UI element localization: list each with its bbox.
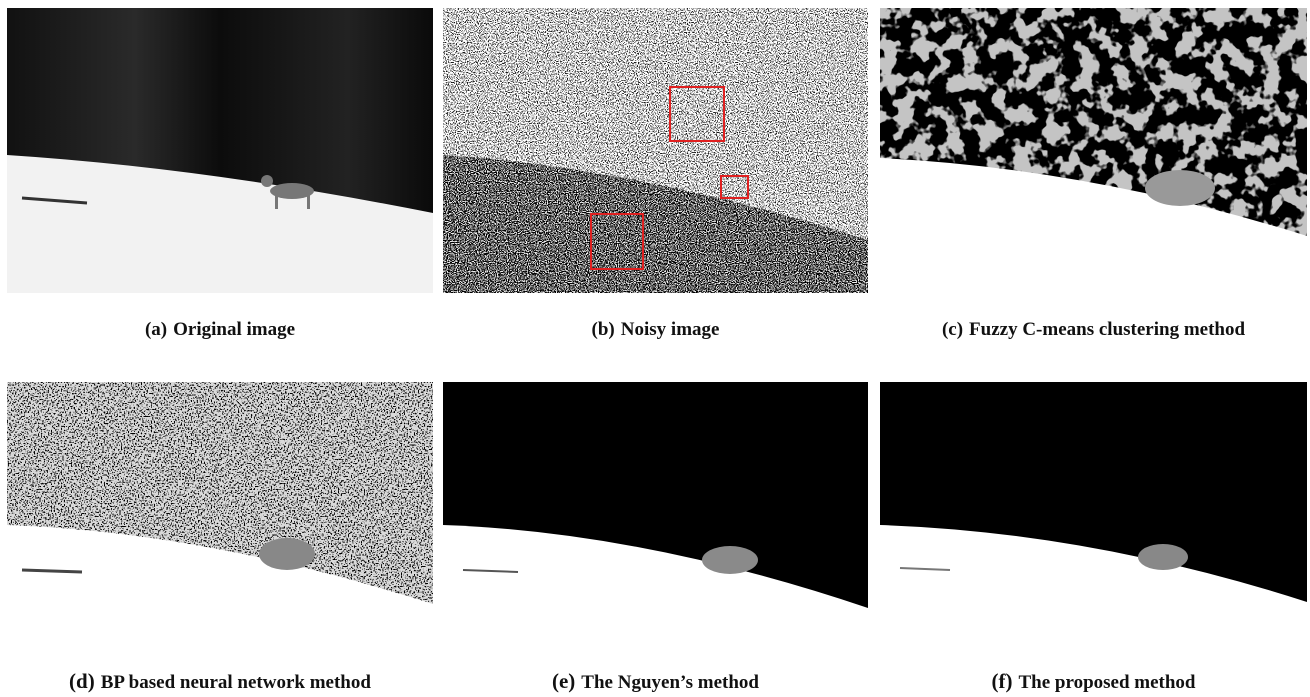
caption: (e) The Nguyen’s method <box>443 669 868 694</box>
caption-text: Noisy image <box>621 319 720 340</box>
fcm-result <box>880 8 1307 293</box>
caption: (d) BP based neural network method <box>7 669 433 694</box>
caption-label: (e) <box>552 669 575 693</box>
original-image <box>7 8 433 293</box>
nguyen-result <box>443 382 868 608</box>
caption-label: (a) <box>145 319 167 340</box>
noisy-image <box>443 8 868 293</box>
caption: (a) Original image <box>7 319 433 341</box>
caption-text: The proposed method <box>1018 672 1195 693</box>
caption-text: The Nguyen’s method <box>581 672 759 693</box>
caption-label: (f) <box>992 669 1013 693</box>
caption: (c) Fuzzy C-means clustering method <box>880 319 1307 341</box>
caption-label: (b) <box>592 319 615 340</box>
caption: (b) Noisy image <box>443 319 868 341</box>
caption: (f)The proposed method <box>880 669 1307 694</box>
caption-text: BP based neural network method <box>101 672 371 693</box>
caption-text: Fuzzy C-means clustering method <box>969 319 1245 340</box>
proposed-result <box>880 382 1307 608</box>
bp-result <box>7 382 433 608</box>
caption-label: (d) <box>69 669 95 693</box>
caption-text: Original image <box>173 319 295 340</box>
figure: (a) Original image (b) Noisy image (c) Fuzz… <box>0 0 1310 697</box>
caption-label: (c) <box>942 319 963 340</box>
